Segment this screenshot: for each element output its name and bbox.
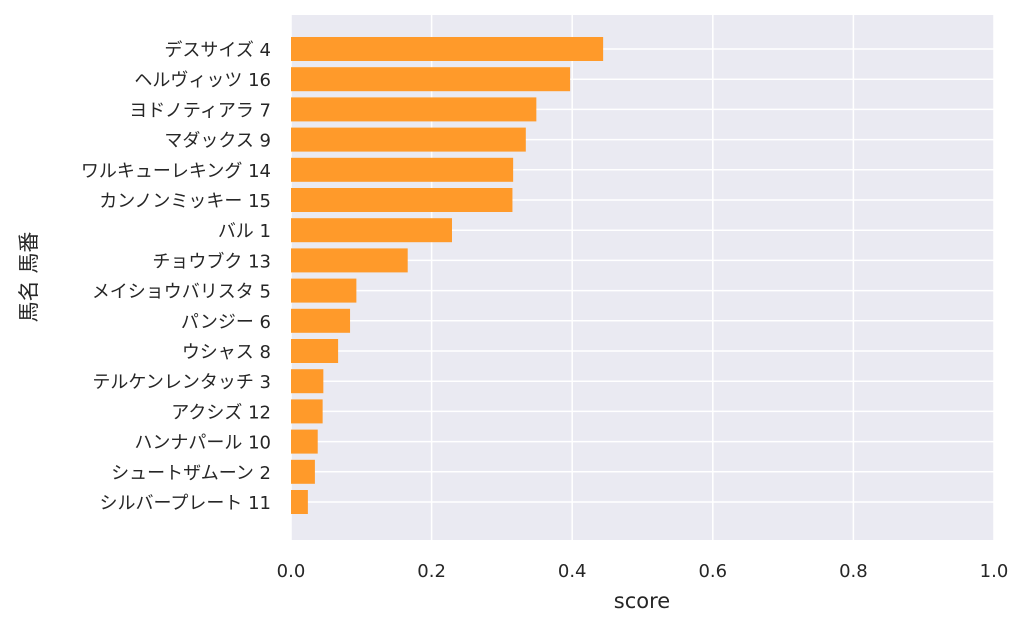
bar [291, 369, 324, 394]
category-label: シルバープレート 11 [99, 493, 271, 514]
category-label: ウシャス 8 [182, 342, 271, 363]
category-label: ハンナパール 10 [134, 433, 271, 454]
bar [291, 67, 571, 92]
bar [291, 218, 452, 243]
category-label: ワルキューレキング 14 [81, 161, 271, 182]
category-label: メイショウバリスタ 5 [92, 282, 271, 303]
x-tick-label: 1.0 [980, 561, 1009, 582]
category-label: チョウブク 13 [152, 250, 271, 272]
bar [291, 248, 408, 273]
category-label: パンジー 6 [181, 312, 271, 333]
plot-background [291, 15, 994, 540]
bar [291, 188, 513, 212]
bars [291, 37, 604, 514]
category-label: テルケンレンタッチ 3 [92, 372, 271, 393]
y-tick-labels: デスサイズ 4 ヘルヴィッツ 16 ヨドノティアラ 7 マダックス 9 ワルキューレキン… [81, 40, 271, 514]
category-label: シュートザムーン 2 [111, 463, 271, 484]
x-tick-label: 0.8 [839, 561, 868, 582]
category-label: ヨドノティアラ 7 [129, 100, 271, 121]
category-label: カンノンミッキー 15 [99, 191, 271, 212]
category-label: マダックス 9 [164, 131, 271, 152]
bar [291, 97, 537, 122]
bar [291, 459, 315, 484]
x-tick-label: 0.2 [417, 561, 446, 582]
bar [291, 339, 339, 363]
x-tick-label: 0.4 [558, 561, 587, 582]
bar [291, 490, 308, 514]
bar [291, 308, 351, 333]
category-label: ヘルヴィッツ 16 [134, 70, 271, 91]
category-label: バル 1 [218, 221, 271, 242]
bar [291, 157, 514, 182]
bar [291, 399, 323, 424]
x-tick-labels: 0.0 0.2 0.4 0.6 0.8 1.0 [277, 561, 1009, 582]
x-tick-label: 0.6 [698, 561, 727, 582]
y-axis-label: 馬名 馬番 [17, 232, 41, 323]
category-label: デスサイズ 4 [164, 40, 271, 61]
x-axis-label: score [614, 589, 670, 613]
bar [291, 127, 526, 152]
bar [291, 37, 604, 61]
bar [291, 278, 357, 303]
category-label: アクシズ 12 [171, 402, 271, 423]
bar [291, 429, 318, 454]
x-tick-label: 0.0 [277, 561, 306, 582]
